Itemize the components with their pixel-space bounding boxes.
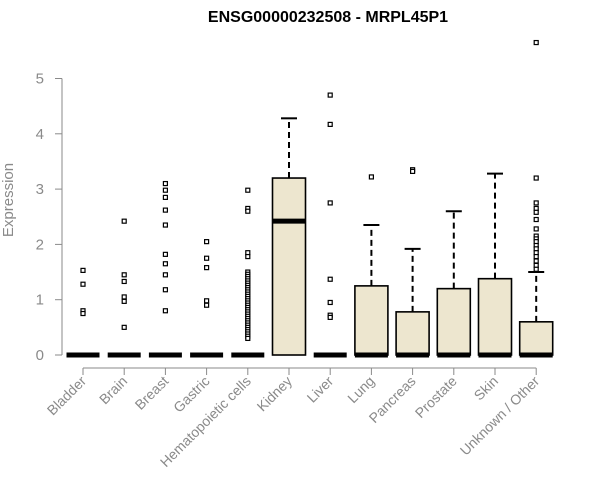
- x-tick-label: Prostate: [412, 373, 460, 421]
- outlier-point: [162, 261, 168, 267]
- outlier-point: [121, 278, 127, 285]
- x-tick-label: Breast: [132, 373, 172, 413]
- x-tick-label: Skin: [471, 373, 502, 404]
- outlier-point: [245, 335, 251, 342]
- outlier-point: [327, 200, 333, 206]
- outlier-point: [533, 266, 539, 272]
- outlier-point: [327, 299, 333, 306]
- box-pancreas: [395, 167, 430, 358]
- outlier-point: [162, 308, 168, 314]
- y-tick-label: 3: [36, 181, 44, 198]
- box-lung: [354, 174, 389, 358]
- outlier-point: [327, 314, 333, 320]
- box-body: [354, 285, 389, 356]
- outlier-point: [533, 226, 539, 232]
- box-kidney: [271, 117, 307, 356]
- box-body: [395, 311, 430, 356]
- box-hematopoietic-cells: [231, 187, 265, 358]
- y-axis: 0 1 2 3 4 5: [36, 71, 63, 364]
- outlier-point: [327, 92, 333, 98]
- outlier-point: [204, 298, 210, 304]
- box-breast: [148, 180, 182, 358]
- outlier-point: [533, 39, 539, 46]
- outlier-point: [162, 251, 168, 257]
- box-skin: [477, 172, 513, 358]
- box-body: [518, 321, 554, 356]
- y-tick-label: 0: [36, 347, 44, 364]
- outlier-point: [533, 175, 539, 181]
- outlier-point: [121, 294, 127, 300]
- box-brain: [107, 218, 141, 358]
- outlier-point: [121, 218, 127, 224]
- outlier-point: [80, 310, 86, 317]
- outlier-point: [533, 258, 539, 264]
- outlier-point: [245, 208, 251, 214]
- y-tick-label: 1: [36, 292, 44, 309]
- y-axis-label: Expression: [0, 163, 17, 237]
- x-tick-label: Bladder: [44, 373, 90, 419]
- box-unknown-other: [518, 39, 554, 358]
- box-liver: [313, 92, 347, 358]
- outlier-point: [327, 121, 333, 127]
- outlier-point: [162, 207, 168, 213]
- outlier-point: [245, 187, 251, 193]
- outlier-point: [204, 265, 210, 271]
- box-bladder: [66, 267, 100, 358]
- box-prostate: [436, 210, 472, 358]
- box-body: [271, 177, 307, 356]
- x-tick-label: Brain: [96, 373, 130, 407]
- plot-area: [66, 39, 554, 358]
- box-body: [477, 277, 513, 356]
- outlier-point: [121, 324, 127, 330]
- y-tick-label: 5: [36, 71, 44, 88]
- outlier-point: [162, 180, 168, 187]
- outlier-point: [533, 253, 539, 260]
- outlier-point: [410, 168, 416, 175]
- x-tick-label: Kidney: [254, 373, 296, 415]
- outlier-point: [204, 255, 210, 261]
- outlier-point: [533, 200, 539, 206]
- outlier-point: [121, 298, 127, 304]
- outlier-point: [162, 272, 168, 278]
- outlier-point: [80, 281, 86, 287]
- y-tick-label: 2: [36, 236, 44, 253]
- outlier-point: [533, 209, 539, 215]
- outlier-point: [162, 222, 168, 228]
- outlier-point: [204, 302, 210, 308]
- outlier-point: [327, 276, 333, 282]
- outlier-point: [533, 216, 539, 223]
- y-tick-label: 4: [36, 126, 44, 143]
- outlier-point: [162, 194, 168, 200]
- outlier-point: [162, 287, 168, 293]
- x-tick-label: Lung: [344, 373, 377, 406]
- x-tick-label: Liver: [304, 373, 337, 406]
- chart-title: ENSG00000232508 - MRPL45P1: [208, 9, 448, 26]
- box-gastric: [190, 239, 224, 358]
- outlier-point: [121, 272, 127, 278]
- outlier-point: [204, 239, 210, 245]
- outlier-point: [245, 253, 251, 260]
- box-body: [436, 287, 472, 356]
- outlier-point: [368, 174, 374, 180]
- outlier-point: [162, 187, 168, 193]
- outlier-point: [80, 267, 86, 273]
